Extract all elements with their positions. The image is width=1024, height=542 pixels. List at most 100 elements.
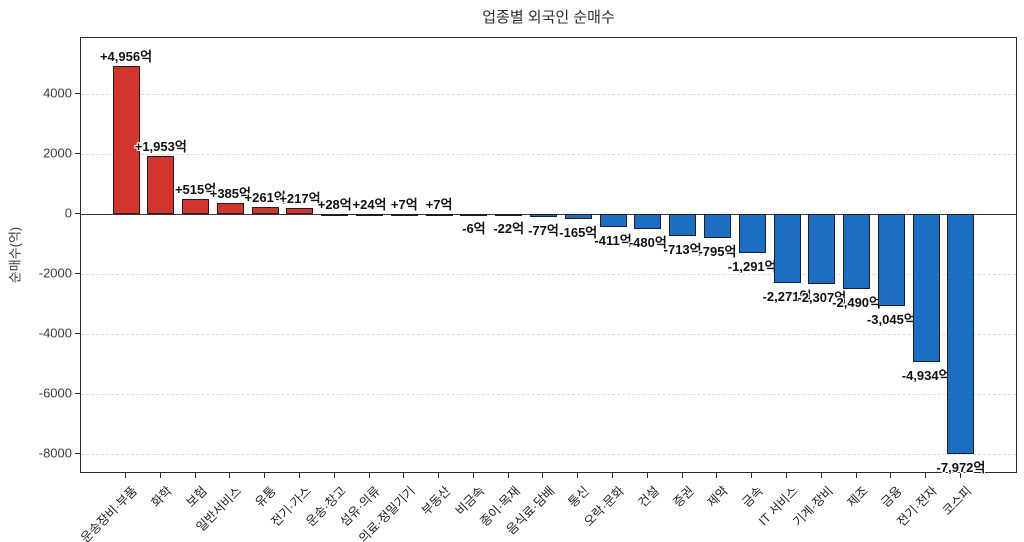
bar-value-label: -165억 <box>559 225 598 241</box>
x-tick-mark <box>298 473 300 478</box>
y-tick-mark <box>75 393 80 395</box>
x-tick-mark <box>612 473 614 478</box>
gridline <box>81 154 1016 156</box>
bar-제약 <box>703 214 731 239</box>
bar-value-label: -77억 <box>528 222 559 238</box>
y-tick-label: 2000 <box>43 145 72 161</box>
bar-value-label: -3,045억 <box>866 311 916 327</box>
x-tick-mark <box>472 473 474 478</box>
x-tick-mark <box>159 473 161 478</box>
x-tick-mark <box>786 473 787 478</box>
plot-area: +4,956억 +1,953억 +515억 +385억 +261억 +217억 +28억 +2… <box>80 37 1017 475</box>
bar-value-label: +385억 <box>209 185 251 201</box>
bar-부동산 <box>425 214 453 217</box>
x-tick-mark <box>751 473 753 478</box>
y-tick-label: -2000 <box>38 265 72 281</box>
bar-보험 <box>182 198 210 215</box>
bar-금융 <box>877 214 905 306</box>
y-tick-mark <box>75 453 80 455</box>
bar-value-label: -2,307억 <box>797 289 847 305</box>
x-tick-mark <box>125 473 126 478</box>
x-tick-label: 운송장비·부품 <box>78 483 140 542</box>
x-tick-mark <box>194 473 196 478</box>
x-tick-mark <box>716 473 718 478</box>
bar-제조 <box>843 214 871 290</box>
bar-일반서비스 <box>216 202 244 215</box>
x-tick-mark <box>368 473 370 478</box>
x-tick-mark <box>333 473 335 478</box>
bar-value-label: -713억 <box>663 241 702 257</box>
bar-의료·정밀기기 <box>390 214 418 217</box>
y-tick-mark <box>75 153 80 155</box>
bar-코스피 <box>947 214 975 454</box>
x-tick-mark <box>438 473 440 478</box>
bar-전기·전자 <box>912 214 940 363</box>
gridline <box>81 334 1016 336</box>
bar-value-label: -2,271억 <box>762 288 812 304</box>
y-tick-mark <box>75 333 80 335</box>
bar-운송장비·부품 <box>112 65 140 215</box>
x-tick-label: 제조 <box>844 483 871 511</box>
bar-오락·문화 <box>599 214 627 227</box>
bar-value-label: -6억 <box>462 220 486 236</box>
x-tick-mark <box>820 473 822 478</box>
bar-유통 <box>251 206 279 215</box>
x-tick-mark <box>959 473 961 478</box>
y-axis-label: 순매수(억) <box>7 226 23 284</box>
x-tick-mark <box>681 473 683 478</box>
bar-value-label: -480억 <box>628 234 667 250</box>
bar-value-label: +4,956억 <box>99 48 153 64</box>
x-tick-mark <box>577 473 579 478</box>
bar-value-label: +7억 <box>425 197 453 213</box>
x-tick-label: 건설 <box>635 483 662 511</box>
x-tick-label: 화학 <box>148 483 175 511</box>
bar-value-label: +1,953억 <box>134 138 187 154</box>
bar-value-label: -22억 <box>493 221 525 237</box>
bar-value-label: -4,934억 <box>901 368 951 384</box>
bar-value-label: +515억 <box>174 181 217 197</box>
x-tick-label: 부동산 <box>418 483 453 519</box>
gridline <box>81 454 1016 456</box>
x-tick-label: 제약 <box>704 483 732 511</box>
bar-value-label: +28억 <box>317 196 352 212</box>
bar-value-label: +7억 <box>390 197 418 213</box>
x-tick-mark <box>925 473 927 478</box>
x-tick-mark <box>646 473 648 478</box>
bar-종이·목재 <box>495 214 523 217</box>
bar-화학 <box>147 155 175 215</box>
bar-value-label: +24억 <box>352 196 387 212</box>
y-tick-label: -6000 <box>38 385 72 401</box>
gridline <box>81 274 1016 276</box>
y-tick-mark <box>75 213 80 215</box>
x-tick-mark <box>507 473 509 478</box>
bar-통신 <box>564 214 592 220</box>
x-tick-mark <box>890 473 892 478</box>
bar-운송·창고 <box>321 213 349 216</box>
bar-value-label: -1,291억 <box>727 259 777 275</box>
bar-건설 <box>634 214 662 229</box>
gridline <box>81 394 1016 396</box>
chart-title: 업종별 외국인 순매수 <box>482 9 615 26</box>
bar-전기·가스 <box>286 207 314 215</box>
bar-value-label: -795억 <box>698 244 737 260</box>
y-tick-label: 0 <box>64 205 72 221</box>
bar-IT 서비스 <box>773 214 801 283</box>
gridline <box>81 94 1016 96</box>
x-tick-mark <box>403 473 405 478</box>
y-tick-mark <box>75 273 80 275</box>
bar-음식료·담배 <box>529 214 557 217</box>
bar-금속 <box>738 214 766 254</box>
x-tick-label: 증권 <box>670 483 697 511</box>
bar-비금속 <box>460 214 488 217</box>
y-tick-mark <box>75 93 80 95</box>
x-tick-mark <box>542 473 544 478</box>
bar-value-label: +261억 <box>244 189 286 205</box>
bar-value-label: -7,972억 <box>936 459 986 475</box>
bar-증권 <box>669 214 697 236</box>
bar-value-label: +217억 <box>279 190 321 206</box>
x-tick-mark <box>855 473 857 478</box>
bar-섬유·의류 <box>356 213 384 216</box>
bar-value-label: -411억 <box>594 232 632 248</box>
y-tick-label: -4000 <box>38 325 72 341</box>
